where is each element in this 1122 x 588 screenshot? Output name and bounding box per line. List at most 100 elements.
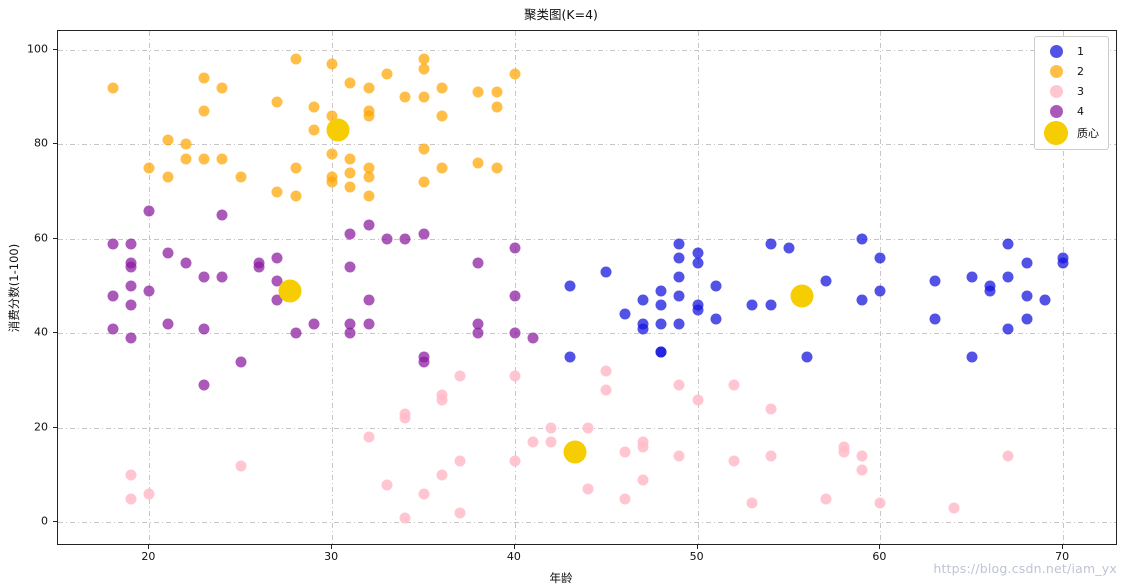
data-point xyxy=(436,162,448,174)
data-point xyxy=(692,247,704,259)
y-tick-mark xyxy=(53,48,57,50)
data-point xyxy=(399,412,411,424)
centroid-point xyxy=(790,284,814,308)
x-tick-mark xyxy=(696,545,698,549)
data-point xyxy=(655,318,667,330)
data-point xyxy=(545,422,557,434)
data-point xyxy=(253,261,265,273)
data-point xyxy=(564,280,576,292)
data-point xyxy=(929,313,941,325)
x-tick-mark xyxy=(148,545,150,549)
data-point xyxy=(692,257,704,268)
data-point xyxy=(180,153,192,165)
data-point xyxy=(235,356,247,368)
x-tick-mark xyxy=(513,545,515,549)
gridline-x xyxy=(514,31,516,544)
legend-item-label: 4 xyxy=(1077,104,1084,118)
data-point xyxy=(491,101,503,113)
data-point xyxy=(472,257,484,268)
data-point xyxy=(198,153,210,165)
legend-marker-cell xyxy=(1041,84,1071,98)
y-tick-mark xyxy=(53,143,57,145)
data-point xyxy=(162,318,174,330)
data-point xyxy=(673,450,685,462)
data-point xyxy=(929,275,941,287)
chart-title: 聚类图(K=4) xyxy=(524,7,598,22)
data-point xyxy=(783,242,795,254)
centroid-point xyxy=(563,440,587,463)
y-tick-label: 0 xyxy=(41,514,48,528)
data-point xyxy=(454,507,466,519)
data-point xyxy=(619,493,631,505)
data-point xyxy=(509,290,521,302)
data-point xyxy=(600,365,612,377)
data-point xyxy=(125,238,137,250)
data-point xyxy=(856,450,868,462)
data-point xyxy=(874,252,886,264)
x-tick-label: 70 xyxy=(1055,550,1070,563)
legend-marker-icon xyxy=(1049,44,1063,58)
data-point xyxy=(216,209,228,221)
data-point xyxy=(125,332,137,344)
data-point xyxy=(125,299,137,311)
data-point xyxy=(436,110,448,122)
data-point xyxy=(436,469,448,481)
data-point xyxy=(344,261,356,273)
gridline-x xyxy=(332,31,334,544)
data-point xyxy=(600,384,612,396)
data-point xyxy=(454,455,466,467)
legend-marker-cell xyxy=(1041,64,1071,78)
y-tick-mark xyxy=(53,521,57,523)
data-point xyxy=(692,394,704,406)
data-point xyxy=(125,493,137,505)
data-point xyxy=(271,186,283,198)
gridline-y xyxy=(58,49,1116,51)
data-point xyxy=(418,53,430,65)
data-point xyxy=(399,91,411,103)
data-point xyxy=(418,143,430,155)
data-point xyxy=(619,446,631,457)
data-point xyxy=(344,228,356,240)
data-point xyxy=(564,351,576,363)
y-tick-mark xyxy=(53,426,57,428)
x-tick-mark xyxy=(331,545,333,549)
data-point xyxy=(856,294,868,306)
data-point xyxy=(454,370,466,382)
watermark-text: https://blog.csdn.net/iam_yx xyxy=(933,561,1117,576)
data-point xyxy=(216,82,228,94)
data-point xyxy=(418,356,430,368)
data-point xyxy=(125,261,137,273)
data-point xyxy=(673,271,685,283)
data-point xyxy=(271,275,283,287)
data-point xyxy=(874,285,886,297)
x-tick-label: 50 xyxy=(689,550,704,563)
data-point xyxy=(344,318,356,330)
data-point xyxy=(107,323,119,335)
data-point xyxy=(728,379,740,391)
data-point xyxy=(235,460,247,472)
data-point xyxy=(637,294,649,306)
data-point xyxy=(162,247,174,259)
data-point xyxy=(545,436,557,448)
legend-marker-icon xyxy=(1049,64,1063,78)
data-point xyxy=(527,332,539,344)
data-point xyxy=(363,82,375,94)
data-point xyxy=(984,285,996,297)
data-point xyxy=(1002,271,1014,283)
data-point xyxy=(344,181,356,193)
data-point xyxy=(765,299,777,311)
gridline-y xyxy=(58,238,1116,240)
data-point xyxy=(290,190,302,202)
data-point xyxy=(491,162,503,174)
data-point xyxy=(637,436,649,448)
data-point xyxy=(107,238,119,250)
x-axis-label: 年龄 xyxy=(549,571,573,585)
data-point xyxy=(509,327,521,339)
data-point xyxy=(746,299,758,311)
data-point xyxy=(1057,257,1069,268)
data-point xyxy=(418,176,430,188)
data-point xyxy=(235,171,247,183)
data-point xyxy=(143,488,155,500)
data-point xyxy=(326,176,338,188)
data-point xyxy=(344,153,356,165)
